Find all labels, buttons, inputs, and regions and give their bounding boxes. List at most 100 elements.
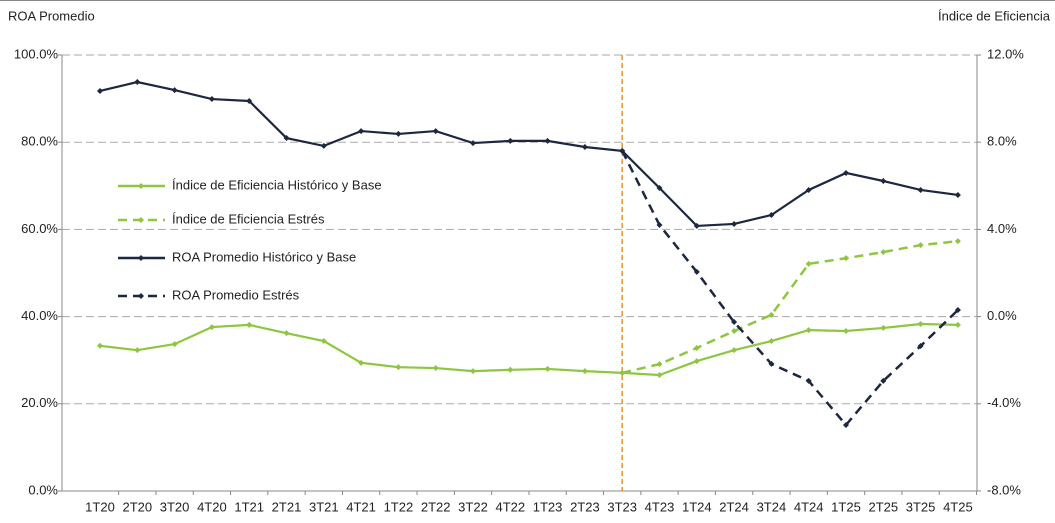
point bbox=[805, 377, 812, 384]
point bbox=[843, 327, 849, 334]
point bbox=[656, 222, 663, 229]
x-tick-label: 3T21 bbox=[309, 499, 339, 514]
series-line bbox=[621, 150, 959, 427]
point bbox=[544, 365, 551, 372]
point bbox=[917, 242, 924, 249]
x-tick-label: 3T20 bbox=[160, 499, 190, 514]
point bbox=[768, 338, 775, 345]
x-tick-label: 1T23 bbox=[533, 499, 563, 514]
point bbox=[768, 212, 775, 219]
point bbox=[954, 307, 961, 314]
point bbox=[843, 421, 849, 428]
legend-label: ROA Promedio Estrés bbox=[172, 287, 300, 302]
point bbox=[917, 321, 924, 328]
point bbox=[208, 324, 215, 331]
point bbox=[768, 360, 775, 367]
point bbox=[693, 344, 700, 351]
point bbox=[395, 364, 402, 371]
legend-marker bbox=[138, 183, 144, 189]
point bbox=[731, 319, 738, 326]
x-tick-label: 4T23 bbox=[645, 499, 675, 514]
x-tick-label: 1T24 bbox=[682, 499, 712, 514]
x-tick-label: 4T24 bbox=[794, 499, 824, 514]
point bbox=[470, 140, 476, 147]
point bbox=[656, 361, 663, 368]
point bbox=[246, 97, 253, 104]
x-tick-label: 2T24 bbox=[719, 499, 749, 514]
y-tick-label: 20.0% bbox=[21, 395, 58, 410]
x-tick-label: 4T22 bbox=[495, 499, 525, 514]
point bbox=[395, 130, 402, 137]
y-tick-label: 0.0% bbox=[28, 482, 58, 497]
y-axis-title: ROA Promedio bbox=[8, 8, 95, 23]
legend-label: Índice de Eficiencia Histórico y Base bbox=[172, 177, 382, 192]
point bbox=[134, 347, 141, 354]
point bbox=[731, 220, 738, 227]
point bbox=[581, 143, 588, 150]
point bbox=[320, 142, 327, 149]
y2-tick-label: 4.0% bbox=[987, 221, 1017, 236]
point bbox=[954, 191, 961, 198]
x-tick-label: 1T20 bbox=[85, 499, 115, 514]
x-tick-label: 1T22 bbox=[384, 499, 414, 514]
series-line bbox=[99, 80, 959, 228]
point bbox=[97, 87, 103, 94]
point bbox=[843, 169, 849, 176]
point bbox=[805, 327, 812, 334]
y2-tick-label: -4.0% bbox=[987, 395, 1021, 410]
point bbox=[320, 338, 327, 345]
point bbox=[432, 365, 439, 372]
point bbox=[134, 79, 141, 86]
point bbox=[917, 186, 924, 193]
y2-tick-label: -8.0% bbox=[987, 482, 1021, 497]
series-line bbox=[621, 239, 959, 375]
x-tick-label: 2T20 bbox=[122, 499, 152, 514]
point bbox=[880, 324, 887, 331]
point bbox=[693, 358, 700, 365]
legend-label: Índice de Eficiencia Estrés bbox=[172, 211, 325, 226]
point bbox=[581, 368, 588, 375]
x-tick-label: 4T21 bbox=[346, 499, 376, 514]
point bbox=[208, 96, 215, 103]
x-tick-label: 2T21 bbox=[272, 499, 302, 514]
point bbox=[656, 372, 663, 379]
point bbox=[283, 135, 290, 142]
point bbox=[544, 137, 551, 144]
point bbox=[358, 359, 365, 366]
x-tick-label: 3T25 bbox=[906, 499, 936, 514]
y2-tick-label: 0.0% bbox=[987, 308, 1017, 323]
point bbox=[358, 128, 365, 135]
series-line bbox=[99, 322, 958, 377]
x-tick-label: 1T21 bbox=[234, 499, 264, 514]
point bbox=[843, 255, 849, 262]
point bbox=[246, 321, 253, 328]
legend-marker bbox=[138, 255, 144, 261]
y-tick-label: 60.0% bbox=[21, 221, 58, 236]
y2-tick-label: 8.0% bbox=[987, 134, 1017, 149]
point bbox=[619, 369, 626, 376]
point bbox=[470, 368, 476, 375]
legend-label: ROA Promedio Histórico y Base bbox=[172, 249, 356, 264]
legend-marker bbox=[138, 293, 144, 299]
x-tick-label: 3T22 bbox=[458, 499, 488, 514]
point bbox=[97, 342, 103, 349]
point bbox=[693, 222, 700, 229]
point bbox=[805, 186, 812, 193]
x-tick-label: 4T20 bbox=[197, 499, 227, 514]
point bbox=[507, 366, 514, 373]
x-tick-label: 4T25 bbox=[943, 499, 973, 514]
legend-marker bbox=[138, 217, 144, 223]
point bbox=[768, 311, 775, 318]
point bbox=[283, 330, 290, 337]
y-tick-label: 40.0% bbox=[21, 308, 58, 323]
x-tick-label: 2T25 bbox=[868, 499, 898, 514]
y-tick-label: 80.0% bbox=[21, 134, 58, 149]
y2-axis-title: Índice de Eficiencia bbox=[938, 8, 1051, 23]
point bbox=[171, 87, 178, 94]
point bbox=[954, 238, 961, 245]
point bbox=[656, 184, 663, 191]
y-tick-label: 100.0% bbox=[14, 46, 59, 61]
x-tick-label: 3T24 bbox=[757, 499, 787, 514]
x-tick-label: 2T22 bbox=[421, 499, 451, 514]
